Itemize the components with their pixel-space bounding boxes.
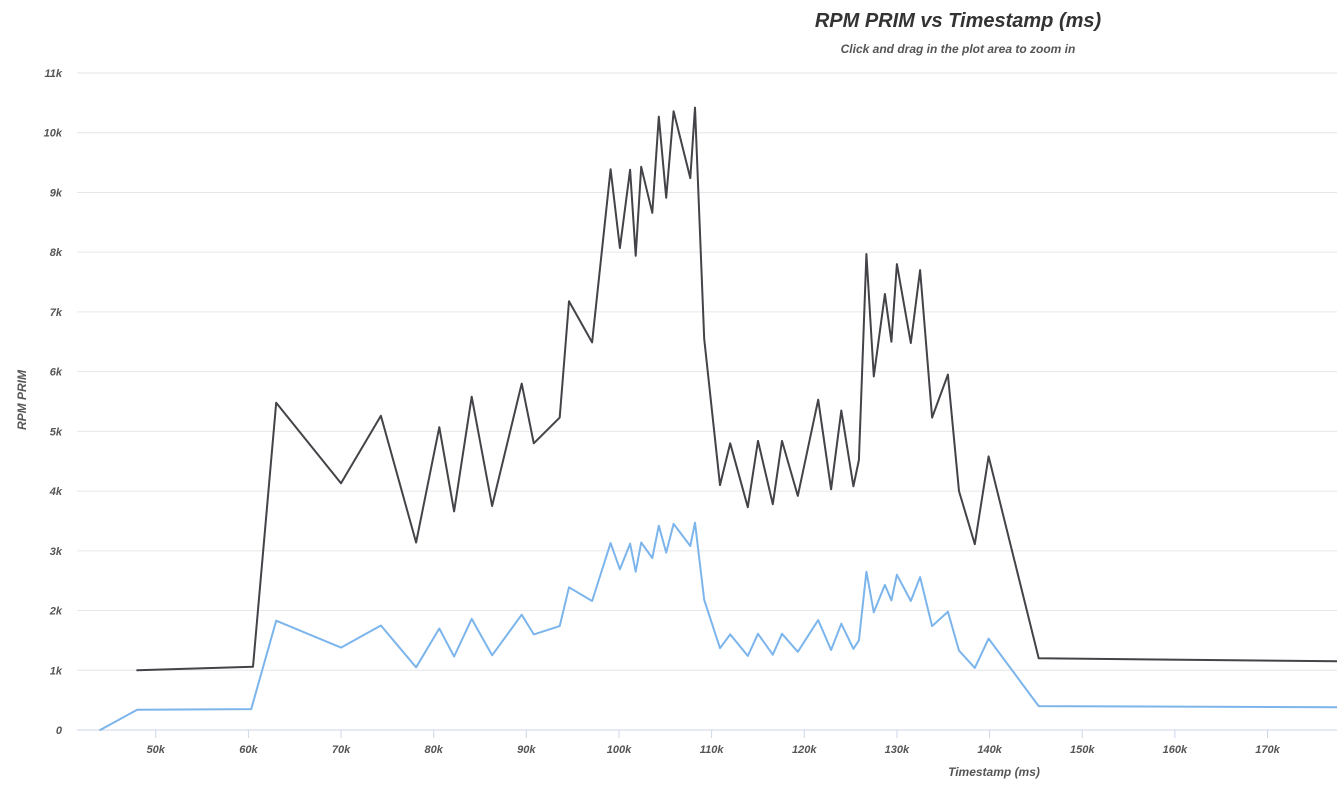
x-tick-label: 90k	[517, 744, 536, 756]
y-tick-label: 3k	[50, 546, 63, 558]
chart-subtitle: Click and drag in the plot area to zoom …	[841, 42, 1076, 56]
x-tick-label: 60k	[239, 744, 258, 756]
chart-title: RPM PRIM vs Timestamp (ms)	[815, 10, 1102, 32]
x-tick-label: 100k	[607, 744, 632, 756]
y-tick-label: 1k	[50, 665, 63, 677]
x-tick-label: 70k	[332, 744, 351, 756]
gridlines	[77, 72, 1337, 731]
y-axis-ticks: 0 1k 2k 3k 4k 5k 6k 7k 8k 9k 10k 11k	[44, 68, 63, 737]
x-tick-label: 140k	[977, 744, 1002, 756]
series-line-2[interactable]	[99, 521, 1337, 731]
x-axis-ticks: 50k 60k 70k 80k 90k 100k 110k 120k 130k 140k 150k 1…	[77, 729, 1337, 756]
y-tick-label: 6k	[50, 367, 63, 379]
x-tick-label: 120k	[792, 744, 817, 756]
y-tick-label: 4k	[49, 486, 63, 498]
x-tick-label: 150k	[1070, 744, 1095, 756]
y-tick-label: 11k	[44, 68, 62, 80]
x-tick-label: 160k	[1163, 744, 1188, 756]
y-tick-label: 7k	[50, 307, 63, 319]
x-tick-label: 110k	[700, 744, 725, 756]
x-axis-title: Timestamp (ms)	[948, 765, 1040, 779]
x-tick-label: 170k	[1255, 744, 1280, 756]
y-tick-label: 0	[56, 725, 63, 737]
y-tick-label: 9k	[50, 187, 63, 199]
y-tick-label: 8k	[50, 247, 63, 259]
series-layer	[99, 106, 1337, 731]
y-tick-label: 5k	[50, 426, 63, 438]
series-line-1[interactable]	[136, 106, 1337, 672]
y-tick-label: 2k	[49, 606, 63, 618]
y-axis-title: RPM PRIM	[15, 369, 29, 430]
x-tick-label: 130k	[885, 744, 910, 756]
x-tick-label: 50k	[147, 744, 166, 756]
x-tick-label: 80k	[425, 744, 444, 756]
y-tick-label: 10k	[44, 128, 63, 140]
